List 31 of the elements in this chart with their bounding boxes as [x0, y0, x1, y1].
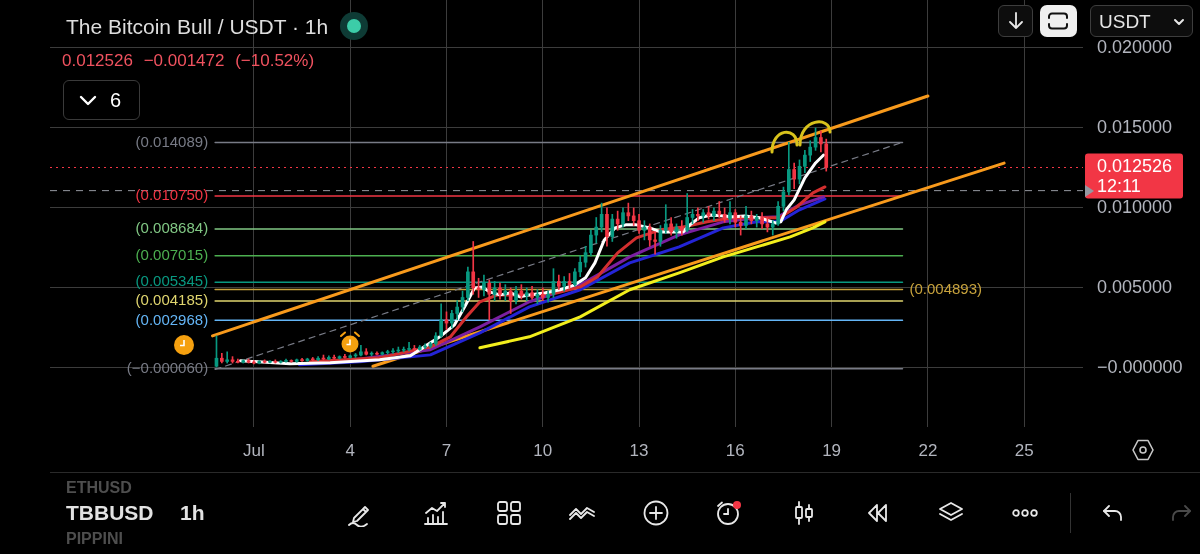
x-tick-label: 22 — [918, 440, 938, 460]
annotation: 6 — [110, 89, 122, 111]
toolbar: ETHUSD TBBUSD 1h PIPPINI — [50, 472, 1200, 554]
currency-dropdown: USDT — [1090, 5, 1193, 37]
text: The Bitcoin Bull / USDT · 1h — [66, 14, 329, 38]
ref-line-label: 0.012526 — [1097, 156, 1173, 177]
text: 12:11 — [1097, 175, 1141, 196]
data-label: (0.004185) — [135, 291, 209, 309]
data-label: (0.005345) — [135, 272, 209, 290]
x-tick-label: 13 — [629, 440, 649, 460]
data-label: (0.004893) — [909, 279, 983, 297]
y-tick-label: 0.020000 — [1097, 36, 1173, 57]
x-tick-label: 7 — [441, 440, 452, 460]
data-label: (0.007015) — [135, 245, 209, 263]
data-label: (0.008684) — [135, 219, 209, 237]
x-tick-label: 10 — [533, 440, 553, 460]
x-tick-label: 25 — [1014, 440, 1034, 460]
x-tick-label: Jul — [243, 440, 265, 460]
y-tick-label: −0.000000 — [1097, 356, 1183, 377]
y-tick-label: 0.015000 — [1097, 116, 1173, 137]
data-label: (0.010750) — [135, 186, 209, 204]
y-tick-label: 0.005000 — [1097, 276, 1173, 297]
collapse-button: 6 — [63, 80, 140, 120]
data-label: (0.014089) — [135, 132, 209, 150]
data-label: (−0.000060) — [126, 358, 209, 376]
x-tick-label: 16 — [725, 440, 745, 460]
x-tick-label: 4 — [345, 440, 355, 460]
x-tick-label: 19 — [822, 440, 842, 460]
data-label: (0.002968) — [135, 310, 209, 328]
y-tick-label: 0.010000 — [1097, 196, 1173, 217]
annotation: 0.012526 −0.001472 (−10.52%) — [62, 51, 315, 70]
